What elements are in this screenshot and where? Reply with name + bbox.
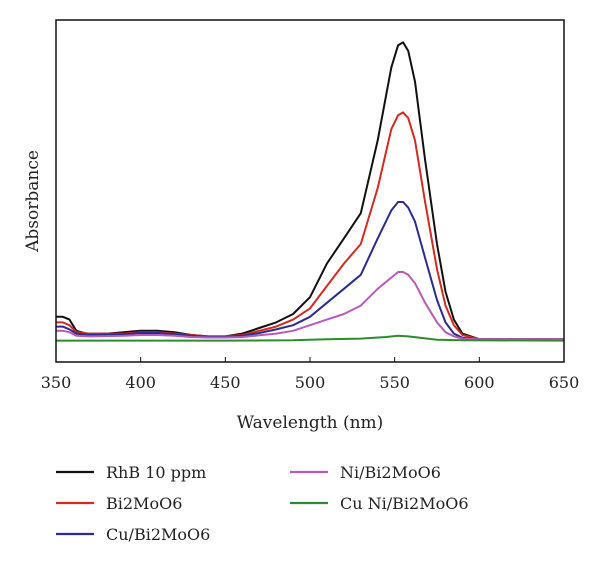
legend: RhB 10 ppm Bi2MoO6 Cu/Bi2MoO6 Ni/Bi2MoO6 Cu … [56,463,469,544]
x-tick-label: 500 [295,373,326,392]
legend-label-2: Bi2MoO6 [106,494,182,513]
legend-label-1: RhB 10 ppm [106,463,206,482]
series-line-5 [56,334,565,342]
x-tick-label: 550 [379,373,410,392]
x-tick-label: 400 [125,373,156,392]
x-tick-label: 600 [464,373,495,392]
legend-label-3: Cu/Bi2MoO6 [106,525,210,544]
x-axis-ticks: 350 400 450 500 550 600 650 [41,357,580,392]
y-axis-title: Absorbance [23,150,43,253]
series-layer [56,41,565,342]
x-tick-label: 350 [41,373,72,392]
series-line-4 [56,271,564,341]
x-tick-label: 650 [549,373,580,392]
series-line-3 [56,201,564,341]
legend-label-4: Ni/Bi2MoO6 [340,463,441,482]
x-axis-title: Wavelength (nm) [237,413,384,433]
x-tick-label: 450 [210,373,241,392]
legend-label-5: Cu Ni/Bi2MoO6 [340,494,469,513]
